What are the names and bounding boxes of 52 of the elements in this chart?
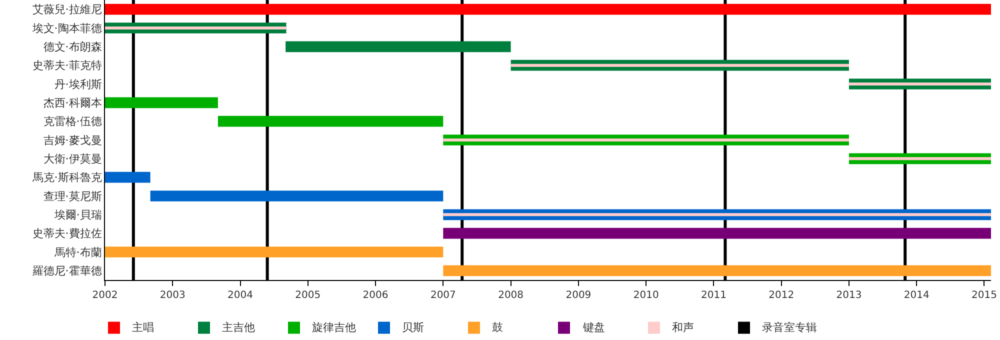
bar [848,82,991,86]
x-tick-label: 2012 [768,290,794,301]
x-tick-label: 2014 [904,290,930,301]
x-tick-label: 2006 [362,290,388,301]
legend-label: 主吉他 [222,321,255,334]
bar [218,116,444,127]
x-tick-label: 2011 [700,290,726,301]
y-tick-label: 吉姆·麥戈曼 [43,134,102,147]
y-tick-label: 馬特·布蘭 [53,246,102,259]
legend-label: 键盘 [582,321,605,334]
y-tick-label: 埃文·陶本菲德 [31,22,102,35]
y-tick-label: 丹·埃利斯 [54,78,102,91]
y-tick-label: 克雷格·伍德 [43,115,102,128]
y-tick-label: 杰西·科爾本 [43,96,102,110]
bar [443,228,991,239]
legend-label: 录音室专辑 [762,321,817,334]
bar [105,4,991,15]
x-tick-label: 2007 [430,290,456,301]
bar [848,157,991,160]
y-tick-label: 馬克·斯科魯克 [31,171,102,184]
bar [443,138,849,142]
x-tick-label: 2013 [836,290,862,301]
y-tick-label: 史蒂夫·費拉佐 [32,227,102,240]
bar [286,41,511,52]
legend-label: 旋律吉他 [312,321,356,334]
legend-label: 鼓 [492,321,503,334]
y-tick-label: 史蒂夫·菲克特 [32,59,102,72]
legend-label: 和声 [672,321,694,334]
y-tick-label: 埃爾·貝瑞 [53,208,102,222]
x-tick-label: 2009 [566,290,592,301]
bar [105,172,150,183]
legend-label: 主唱 [132,321,154,334]
y-tick-label: 艾薇兒·拉維尼 [32,3,102,16]
y-tick-label: 大衛·伊莫曼 [43,152,102,166]
x-tick-label: 2015 [972,290,997,301]
bar [105,26,286,30]
y-tick-label: 德文·布朗森 [43,40,102,54]
y-tick-label: 羅德尼·霍華德 [32,264,102,278]
x-tick-label: 2002 [92,290,118,301]
x-tick-label: 2005 [295,290,321,301]
bar [150,190,444,202]
bar [105,97,218,108]
x-tick-label: 2008 [498,290,524,301]
legend-label: 贝斯 [402,321,424,334]
x-tick-label: 2010 [633,290,659,301]
bar [443,213,991,216]
bar [443,265,991,276]
y-tick-label: 查理·莫尼斯 [43,190,102,203]
bar [105,246,444,258]
x-tick-label: 2004 [228,290,253,301]
x-tick-label: 2003 [160,290,186,301]
bar [510,64,849,67]
